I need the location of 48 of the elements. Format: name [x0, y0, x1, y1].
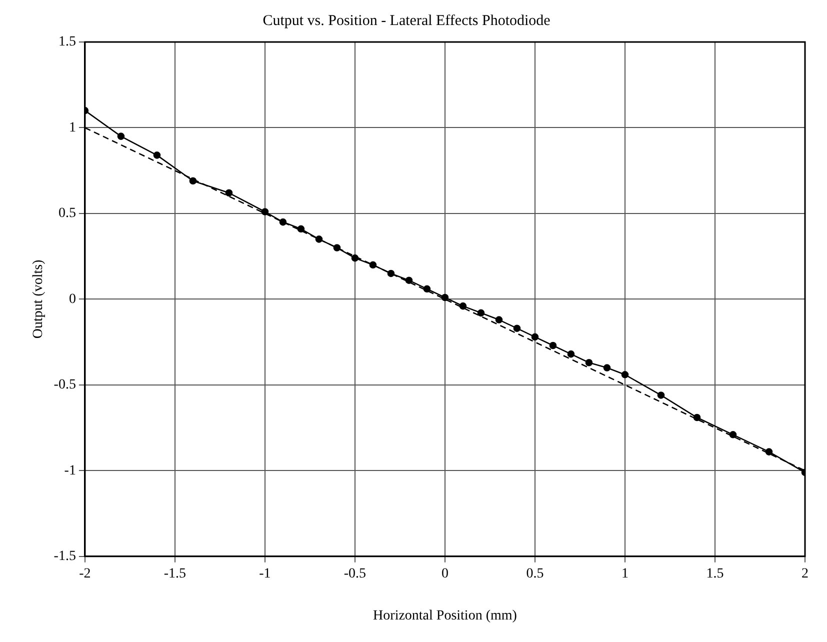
point [495, 316, 503, 324]
point [297, 225, 305, 233]
point [423, 285, 431, 293]
point [693, 414, 701, 422]
y-tick-label: 1.5 [58, 34, 76, 50]
point [513, 324, 521, 332]
point [567, 350, 575, 358]
y-tick-label: 1 [68, 120, 76, 136]
point [531, 333, 539, 341]
x-tick-label: 1 [621, 566, 628, 582]
y-tick-label: 0 [68, 292, 76, 307]
point [279, 218, 287, 226]
point [585, 358, 593, 366]
point [315, 236, 323, 243]
point [765, 448, 773, 456]
x-axis-title: Horizontal Position (mm) [373, 608, 518, 624]
x-tick-label: -2 [79, 566, 91, 582]
point [225, 189, 233, 197]
point [549, 342, 557, 350]
point [405, 276, 413, 284]
y-tick-label: -0.5 [54, 378, 76, 393]
y-axis-title: Output (volts) [31, 259, 46, 339]
point [477, 309, 485, 317]
point [153, 152, 161, 159]
x-tick-label: 0.5 [526, 566, 544, 582]
point [387, 270, 395, 278]
point [333, 244, 341, 252]
point [351, 254, 359, 262]
point [261, 208, 269, 216]
x-tick-label: 0 [441, 566, 448, 582]
x-tick-label: 1.5 [706, 566, 724, 582]
y-tick-label: -1 [64, 463, 76, 478]
point [189, 177, 197, 185]
point [459, 302, 467, 310]
point [441, 294, 449, 302]
x-tick-label: 2 [802, 566, 808, 582]
y-tick-label: 0.5 [58, 206, 76, 222]
point [621, 370, 629, 378]
x-tick-label: -1.5 [164, 566, 186, 582]
point [603, 364, 611, 372]
point [729, 431, 737, 438]
chart-title: Cutput vs. Position - Lateral Effects Photodiode [262, 12, 551, 29]
x-tick-label: -1 [259, 566, 271, 582]
y-tick-label: -1.5 [54, 549, 76, 564]
x-tick-label: -0.5 [344, 566, 366, 582]
point [369, 261, 377, 269]
point [117, 132, 125, 140]
point [657, 392, 665, 399]
